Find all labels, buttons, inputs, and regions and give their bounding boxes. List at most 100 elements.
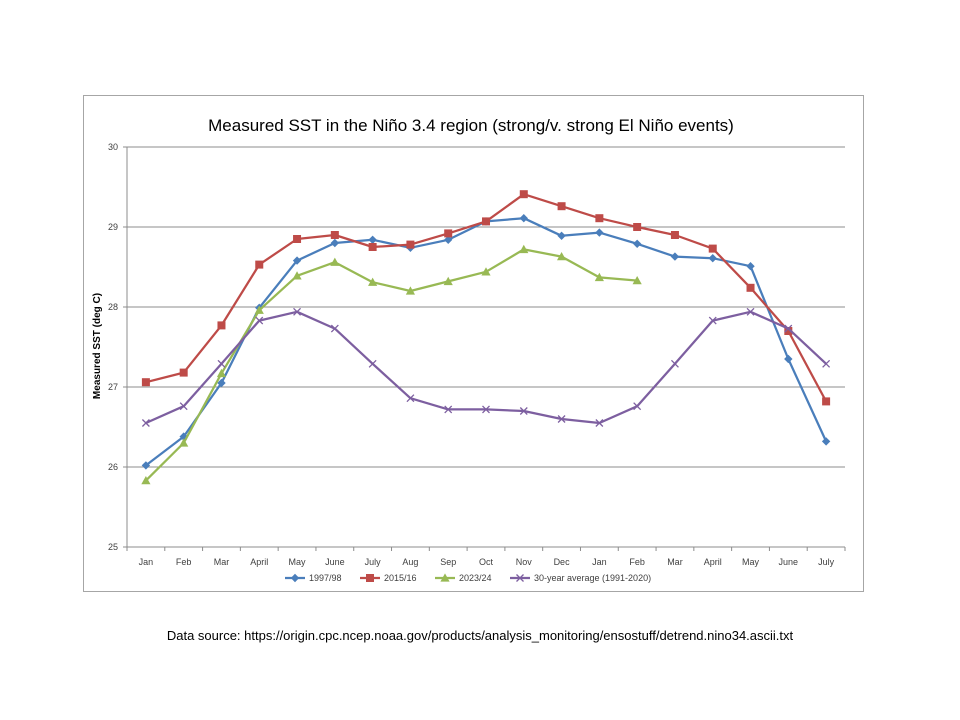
data-point [633,402,642,411]
series-4 [141,307,831,427]
x-tick-label: Nov [516,557,533,567]
data-point [822,359,831,368]
series-1 [141,214,831,470]
x-tick-label: April [704,557,722,567]
axes: 25 26 27 28 29 30 Jan Feb Mar April May June July Aug… [108,142,846,567]
legend-label: 30-year average (1991-2020) [534,573,651,583]
legend-item: 1997/98 [285,573,342,583]
x-tick-label: Aug [402,557,418,567]
data-point [141,378,150,387]
x-tick-label: April [250,557,268,567]
data-point [746,283,755,292]
y-tick-label: 27 [108,382,118,392]
data-point [632,239,642,248]
data-point [255,316,264,325]
chart-title: Measured SST in the Niño 3.4 region (str… [208,116,734,135]
x-tick-label: July [365,557,382,567]
data-point [141,461,151,470]
data-point [708,316,717,325]
legend-item: 2023/24 [435,573,492,583]
x-tick-label: Feb [629,557,645,567]
legend-item: 30-year average (1991-2020) [510,573,651,583]
data-point [784,324,793,333]
data-point [444,229,453,238]
data-point [784,327,793,335]
x-tick-label: Oct [479,557,494,567]
data-point [406,394,415,403]
data-point [519,244,529,254]
data-point [179,438,189,447]
data-point [556,252,567,261]
data-point [292,256,302,265]
data-point [216,368,227,378]
y-tick-label: 29 [108,222,118,232]
x-tick-label: June [779,557,799,567]
data-point [784,354,793,364]
data-point [595,419,604,427]
x-tick-label: July [818,557,835,567]
legend-marker [516,574,524,582]
data-point [481,267,491,276]
data-point [217,378,226,388]
series-3 [141,244,642,485]
x-tick-label: Jan [592,557,607,567]
data-point [405,286,416,295]
x-tick-label: Sep [440,557,456,567]
gridlines [127,146,845,468]
data-point [141,419,150,427]
data-point [217,321,226,330]
data-point [293,307,302,316]
x-tick-label: Mar [667,557,683,567]
legend-label: 2015/16 [384,573,417,583]
data-source-note: Data source: https://origin.cpc.ncep.noa… [166,628,794,643]
legend: 1997/98 2015/16 2023/24 30-year average (19… [285,573,651,583]
data-point [141,476,151,485]
y-tick-label: 30 [108,142,118,152]
series-line [145,217,828,467]
data-point [708,244,717,253]
chart-area [83,95,864,592]
data-point [632,276,642,285]
x-tick-label: Mar [214,557,230,567]
y-tick-label: 28 [108,302,118,312]
data-point [670,359,679,368]
data-point [406,240,415,249]
data-point [179,368,188,377]
legend-marker [366,574,374,582]
legend-label: 1997/98 [309,573,342,583]
x-tick-label: June [325,557,345,567]
y-tick-label: 26 [108,462,118,472]
x-tick-label: Dec [554,557,571,567]
data-point [595,214,604,223]
data-point [482,405,490,414]
x-tick-label: Feb [176,557,192,567]
y-axis-label: Measured SST (deg C) [92,293,103,399]
data-point [330,231,339,239]
data-point [746,307,755,316]
data-point [822,397,831,406]
data-point [368,277,378,286]
data-point [179,402,188,411]
data-point [670,231,679,239]
data-point [557,415,566,423]
data-point [443,276,453,286]
data-point [633,223,642,231]
data-point [292,271,302,280]
x-tick-label: May [289,557,307,567]
data-point [519,214,528,223]
legend-marker [440,573,450,582]
data-point [821,437,831,446]
x-tick-label: Jan [139,557,154,567]
data-point [519,407,528,415]
data-point [595,228,604,237]
legend-label: 2023/24 [459,573,492,583]
data-point [444,235,453,244]
data-point [519,190,528,199]
legend-marker [290,573,300,583]
data-point [368,243,377,251]
legend-item: 2015/16 [360,573,417,583]
data-point [330,257,340,266]
series-lines [141,190,831,485]
data-point [746,262,755,271]
data-point [444,405,453,414]
